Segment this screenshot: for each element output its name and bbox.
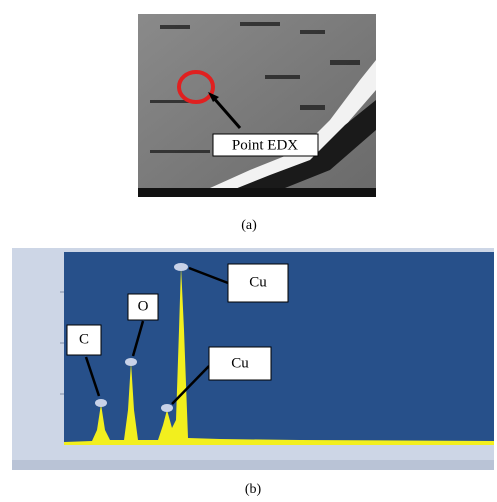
caption-a: (a) — [241, 218, 257, 233]
peak-label: Cu — [249, 274, 267, 290]
peak-label: C — [79, 331, 89, 347]
peak-label: O — [138, 298, 149, 314]
sem-image: Point EDX — [138, 14, 376, 197]
caption-b: (b) — [245, 482, 262, 497]
figure: Point EDX (a) C O Cu Cu — [0, 0, 497, 502]
edx-spectrum: C O Cu Cu — [12, 248, 494, 470]
peak-label: Cu — [231, 355, 249, 371]
point-label: Point EDX — [232, 137, 298, 153]
